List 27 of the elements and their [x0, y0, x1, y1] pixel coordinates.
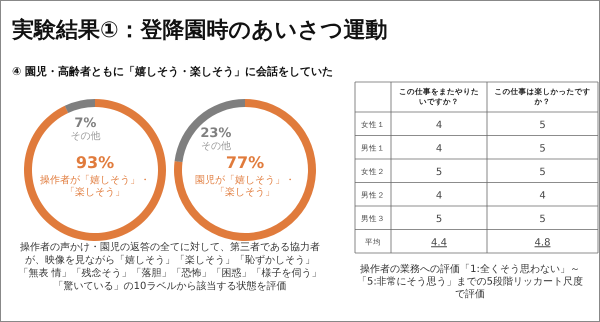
data-label: 93% — [76, 153, 114, 172]
slice-label: 園児が「嬉しそう」・「楽しそう」 — [195, 174, 295, 198]
donut-slice — [174, 99, 316, 241]
data-label: 5 — [436, 214, 442, 225]
chart-subtitle: ④ 園児・高齢者ともに「嬉しそう・楽しそう」に会話をしていた — [12, 65, 334, 78]
donut-slice — [24, 99, 166, 241]
data-label: 77% — [226, 153, 264, 172]
text: 操作者の業務への評価「1:全くそう思わない」～「5:非常にそう思う」までの5段階リッカート尺度で評価 — [356, 263, 584, 300]
data-label: 5 — [436, 166, 442, 178]
data-label: 4 — [436, 143, 442, 154]
data-label: 4.4 — [431, 237, 447, 248]
data-label: 5 — [539, 166, 546, 178]
text: 操作者の声かけ・園児の返答の全てに対して、第三者である協力者が、映像を見ながら「嬉しそう」「楽しそう」「恥ずかしそう」「無表 情」「残念そう」「落胆」「恐怖」「困惑」「様子を伺う」「驚いている」の10ラベルから該当する状態を評価 — [18, 241, 322, 292]
data-label: 5 — [539, 120, 546, 131]
data-label: 4 — [539, 190, 546, 202]
data-label: 7% — [74, 116, 96, 132]
slice-label: 操作者が「嬉しそう」・「楽しそう」 — [40, 174, 150, 198]
data-label: 5 — [539, 214, 546, 225]
data-label: 23% — [200, 126, 232, 141]
data-label: 4.8 — [534, 237, 550, 248]
data-label: 4 — [436, 120, 442, 131]
chart-title: 実験結果①：登降園時のあいさつ運動 — [11, 17, 388, 43]
data-label: 5 — [539, 143, 546, 154]
slice-label: その他 — [70, 130, 100, 142]
data-label: 4 — [436, 190, 442, 202]
donut-slice — [64, 99, 95, 113]
slice-label: その他 — [200, 140, 231, 152]
